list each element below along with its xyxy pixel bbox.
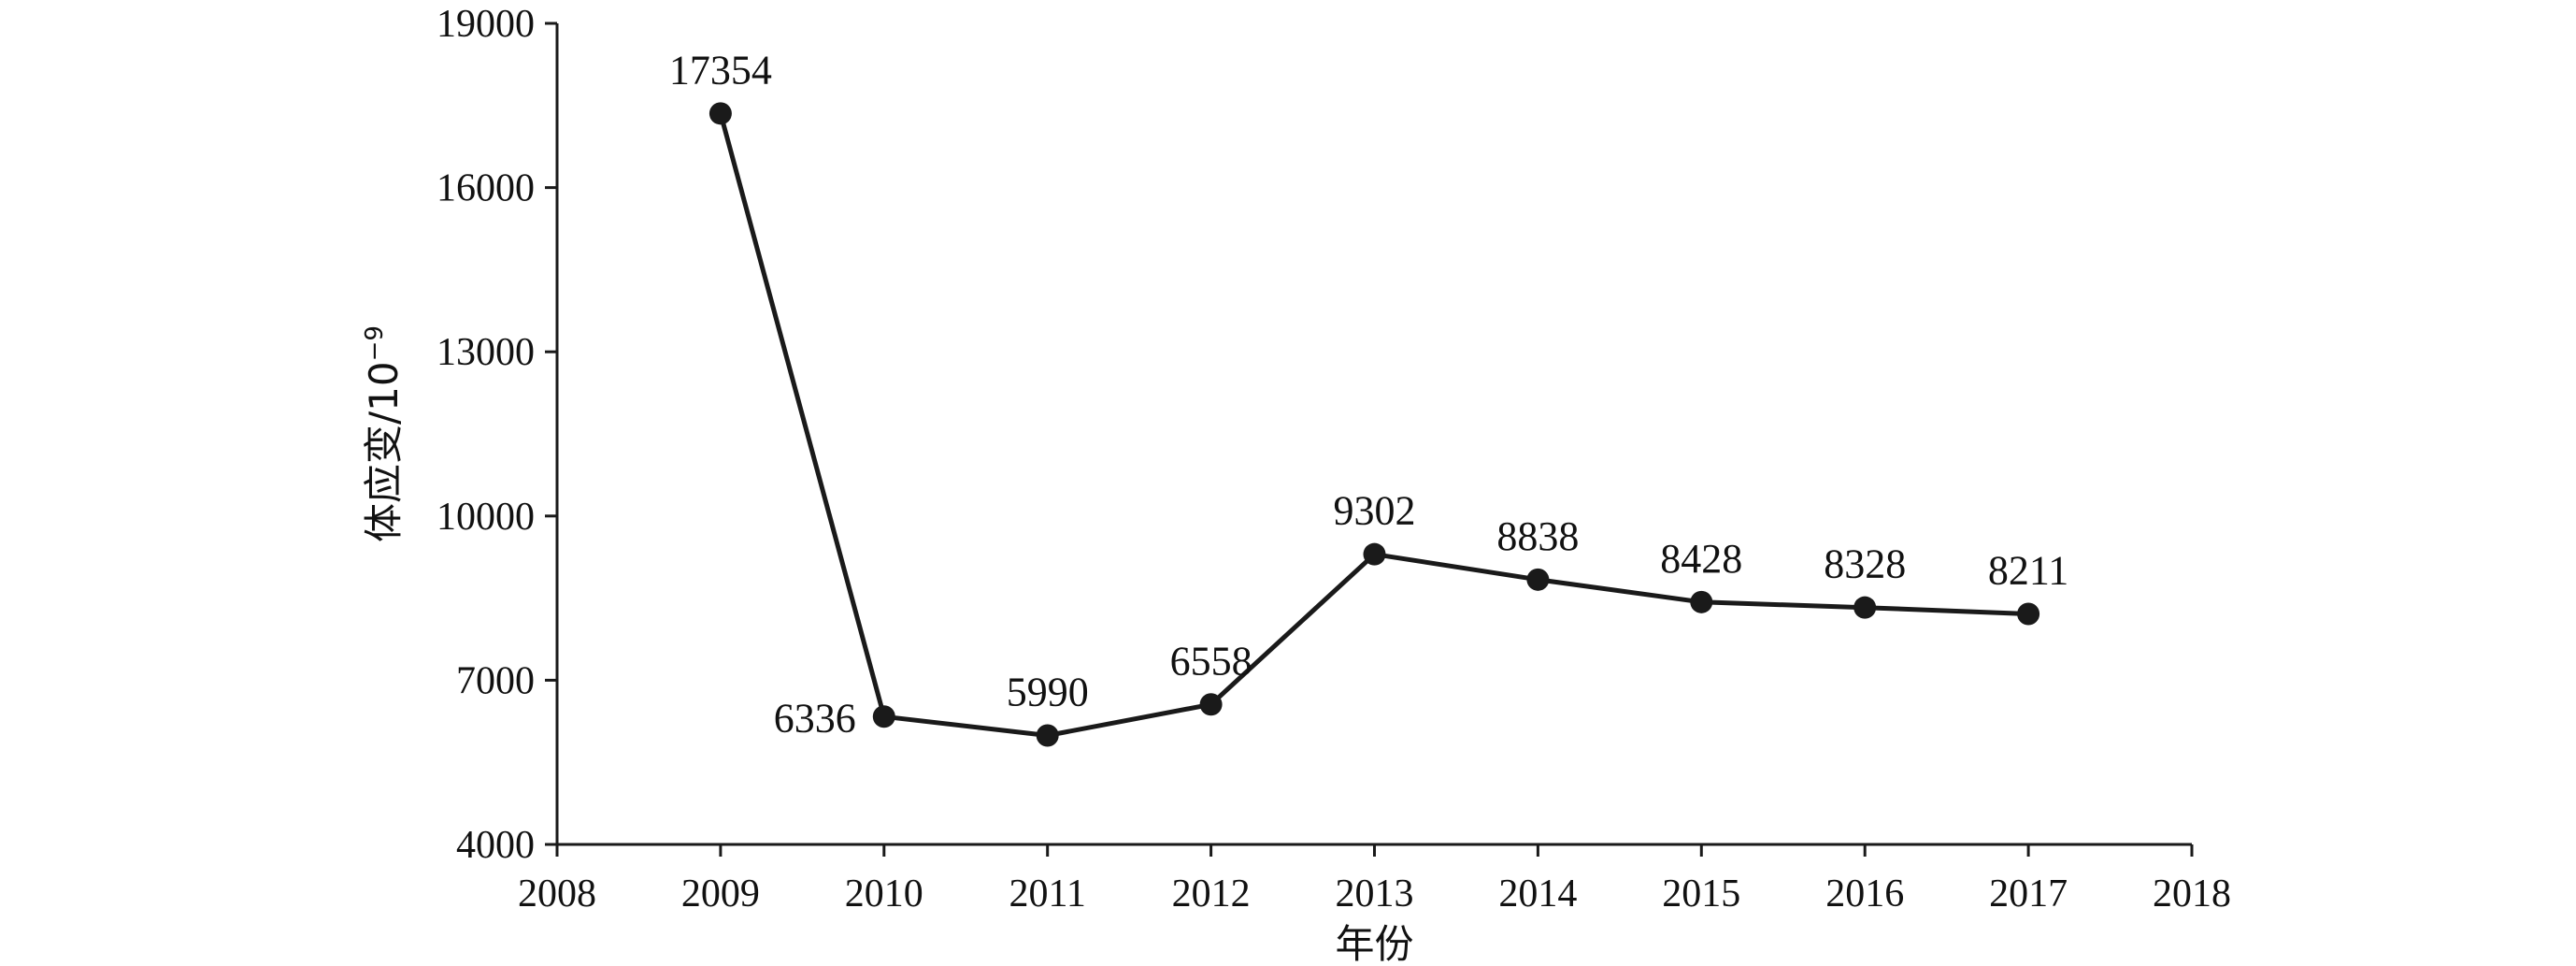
- data-labels: 17354 6336 5990 6558 9302 8838 8428 8328 8211: [669, 47, 2068, 741]
- data-label: 8328: [1824, 541, 1906, 587]
- y-tick-label: 19000: [436, 3, 535, 46]
- x-tick-label: 2018: [2153, 872, 2231, 916]
- data-point: [1363, 542, 1386, 566]
- data-label: 6558: [1170, 638, 1252, 684]
- data-point: [1690, 590, 1713, 613]
- data-label: 8428: [1660, 536, 1742, 582]
- data-point: [2017, 602, 2040, 626]
- y-axis-title: 体应变/10−9: [361, 325, 407, 542]
- y-axis-title-text: 体应变/10: [361, 361, 407, 542]
- data-label: 8838: [1496, 513, 1579, 559]
- x-tick-label: 2016: [1825, 872, 1904, 916]
- series-layer: [708, 102, 2040, 747]
- x-tick-label: 2010: [845, 872, 923, 916]
- x-tick-label: 2017: [1989, 872, 2068, 916]
- data-point: [872, 705, 895, 728]
- x-tick-label: 2008: [518, 872, 596, 916]
- data-point: [1853, 596, 1877, 619]
- data-point: [708, 102, 732, 125]
- data-label: 6336: [774, 695, 856, 741]
- data-point: [1036, 724, 1059, 747]
- y-tick-label: 10000: [436, 496, 535, 539]
- x-axis-title: 年份: [1335, 921, 1413, 966]
- x-tick-label: 2011: [1009, 872, 1085, 916]
- axes: 4000 7000 10000 13000 16000 19000 2008 2009 2010…: [436, 3, 2231, 916]
- x-tick-label: 2012: [1172, 872, 1251, 916]
- x-tick-label: 2015: [1662, 872, 1740, 916]
- y-tick-label: 4000: [456, 824, 535, 867]
- y-axis-title-exponent: −9: [361, 325, 389, 361]
- y-tick-label: 13000: [436, 331, 535, 374]
- data-label: 5990: [1007, 670, 1089, 715]
- x-tick-label: 2013: [1336, 872, 1414, 916]
- x-tick-label: 2009: [681, 872, 760, 916]
- data-label: 8211: [1988, 548, 2068, 594]
- x-tick-label: 2014: [1498, 872, 1577, 916]
- y-tick-label: 16000: [436, 167, 535, 210]
- data-point: [1199, 693, 1223, 716]
- data-label: 9302: [1334, 488, 1416, 534]
- series-line: [718, 112, 2029, 738]
- data-point: [1526, 568, 1550, 591]
- y-tick-label: 7000: [456, 659, 535, 702]
- data-label: 17354: [669, 47, 772, 93]
